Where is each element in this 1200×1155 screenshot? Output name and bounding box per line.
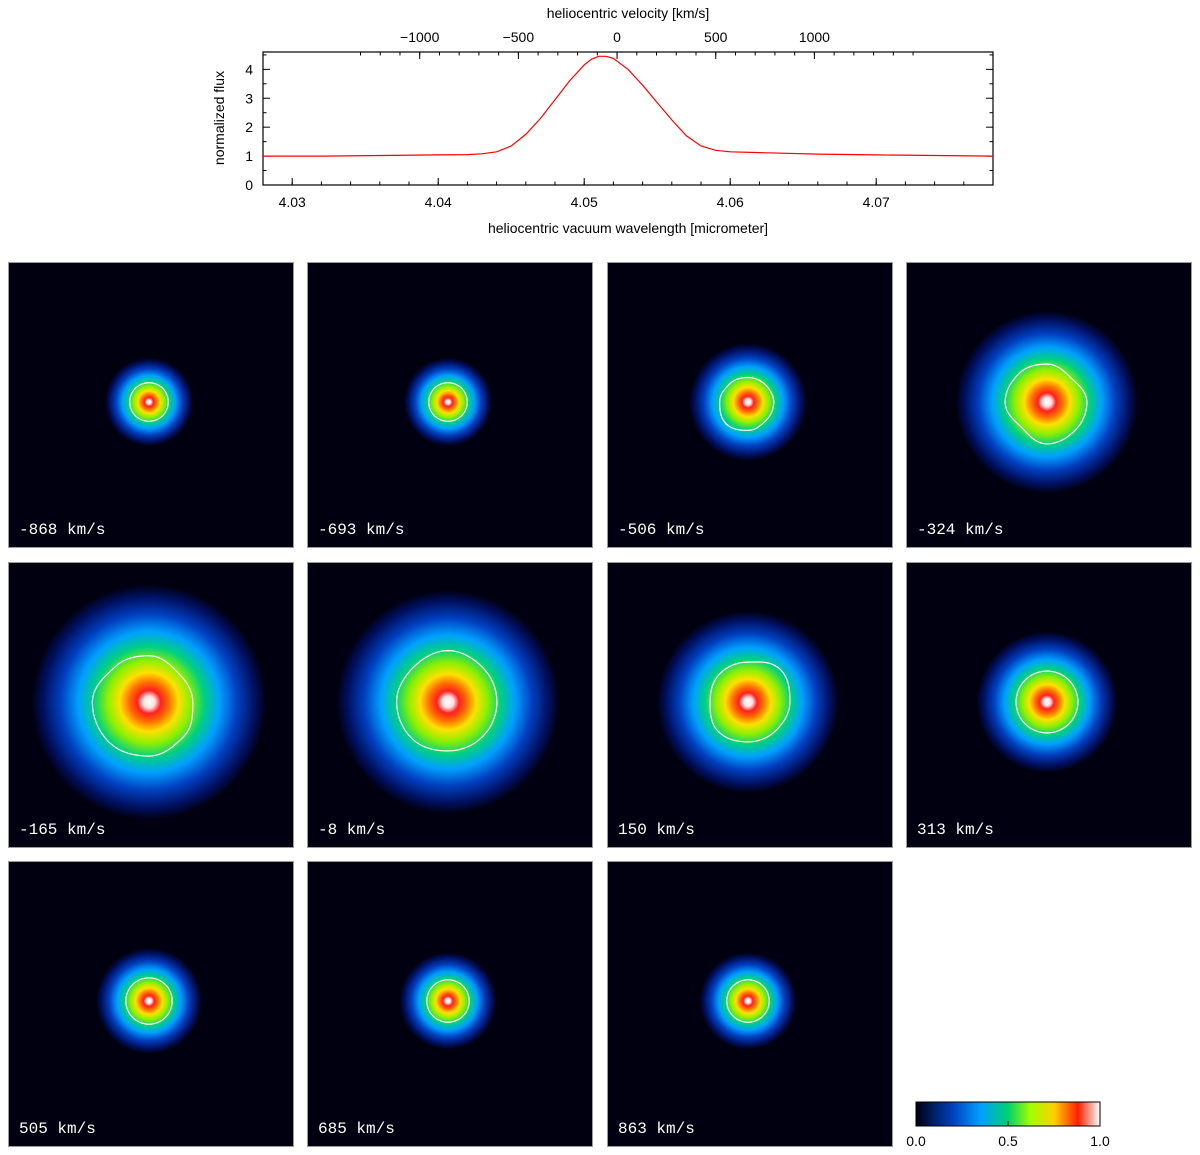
spectrum-plot: 4.03 4.04 4.05 4.06 4.07 −1000 −500 0 500 1000 0 1 2…	[211, 5, 994, 236]
y-tick-label: 2	[245, 119, 253, 135]
velocity-label: 313 km/s	[917, 821, 994, 839]
plot-frame	[262, 51, 994, 186]
x-tick-label: 4.07	[863, 194, 890, 210]
x2-tick-label: 500	[704, 29, 728, 45]
channel-map-image	[9, 563, 293, 847]
colorbar-tick-label: 1.0	[1090, 1133, 1110, 1149]
contour-line	[709, 661, 791, 743]
y-tick-label: 3	[245, 90, 253, 106]
contour-line	[395, 649, 498, 752]
emission-blob	[31, 584, 267, 820]
velocity-label: 685 km/s	[318, 1120, 395, 1138]
emission-blob	[96, 948, 202, 1054]
channel-map-panel: -868 km/s	[8, 262, 294, 548]
emission-blob	[656, 610, 840, 794]
contour-line	[1015, 670, 1079, 734]
channel-map-image	[308, 263, 592, 547]
contour-line	[125, 977, 173, 1025]
velocity-label: -324 km/s	[917, 521, 1004, 539]
colorbar-tick-label: 0.0	[906, 1133, 926, 1149]
colorbar: 0.0 0.5 1.0	[906, 1101, 1110, 1149]
channel-map-image	[9, 263, 293, 547]
x2-tick-label: 0	[613, 29, 621, 45]
contour-line	[428, 382, 468, 422]
emission-blob	[399, 952, 497, 1050]
velocity-label: -8 km/s	[318, 821, 386, 839]
contour-line	[1004, 363, 1088, 445]
contour-line	[129, 382, 169, 422]
x2-axis-label: heliocentric velocity [km/s]	[547, 5, 710, 21]
emission-blob	[336, 590, 560, 814]
y-axis-label: normalized flux	[211, 71, 227, 165]
channel-map-panel: 150 km/s	[607, 562, 893, 848]
channel-map-image	[308, 563, 592, 847]
x2-tick-label: −500	[503, 29, 535, 45]
emission-blob	[699, 952, 797, 1050]
x-axis-label: heliocentric vacuum wavelength [micromet…	[488, 220, 768, 236]
emission-blob	[976, 631, 1118, 773]
colorbar-tick-label: 0.5	[998, 1133, 1018, 1149]
emission-blob	[403, 357, 493, 447]
channel-map-panel: -324 km/s	[906, 262, 1192, 548]
channel-map-panel: 505 km/s	[8, 861, 294, 1147]
colorbar-ticks: 0.0 0.5 1.0	[906, 1121, 1110, 1149]
velocity-label: 863 km/s	[618, 1120, 695, 1138]
velocity-label: 505 km/s	[19, 1120, 96, 1138]
y-tick-label: 1	[245, 148, 253, 164]
channel-map-image	[9, 862, 293, 1146]
velocity-label: -165 km/s	[19, 821, 106, 839]
channel-map-panel: -165 km/s	[8, 562, 294, 848]
contour-line	[91, 654, 194, 757]
spectrum-ticks: 4.03 4.04 4.05 4.06 4.07 −1000 −500 0 500 1000 0 1 2…	[245, 29, 994, 210]
y-tick-label: 0	[245, 177, 253, 193]
channel-map-panel: -506 km/s	[607, 262, 893, 548]
x-tick-label: 4.03	[279, 194, 306, 210]
channel-map-image	[608, 563, 892, 847]
y-tick-label: 4	[245, 61, 253, 77]
channel-map-panel: 685 km/s	[307, 861, 593, 1147]
channel-map-image	[308, 862, 592, 1146]
x-tick-label: 4.06	[717, 194, 744, 210]
velocity-label: 150 km/s	[618, 821, 695, 839]
channel-map-image	[608, 862, 892, 1146]
channel-map-panel: 313 km/s	[906, 562, 1192, 848]
contour-line	[726, 979, 770, 1023]
velocity-label: -506 km/s	[618, 521, 705, 539]
spectrum-line	[263, 55, 994, 157]
x-tick-label: 4.05	[571, 194, 598, 210]
channel-map-image	[907, 263, 1191, 547]
emission-blob	[689, 343, 807, 461]
emission-blob	[104, 357, 194, 447]
velocity-label: -868 km/s	[19, 521, 106, 539]
channel-map-image	[608, 263, 892, 547]
velocity-label: -693 km/s	[318, 521, 405, 539]
channel-map-panel: -8 km/s	[307, 562, 593, 848]
channel-map-image	[907, 563, 1191, 847]
channel-map-panel: 863 km/s	[607, 861, 893, 1147]
contour-line	[719, 376, 775, 431]
x-tick-label: 4.04	[425, 194, 452, 210]
contour-line	[426, 979, 470, 1023]
channel-map-panel: -693 km/s	[307, 262, 593, 548]
x2-tick-label: 1000	[799, 29, 830, 45]
emission-blob	[955, 310, 1139, 494]
x2-tick-label: −1000	[400, 29, 440, 45]
